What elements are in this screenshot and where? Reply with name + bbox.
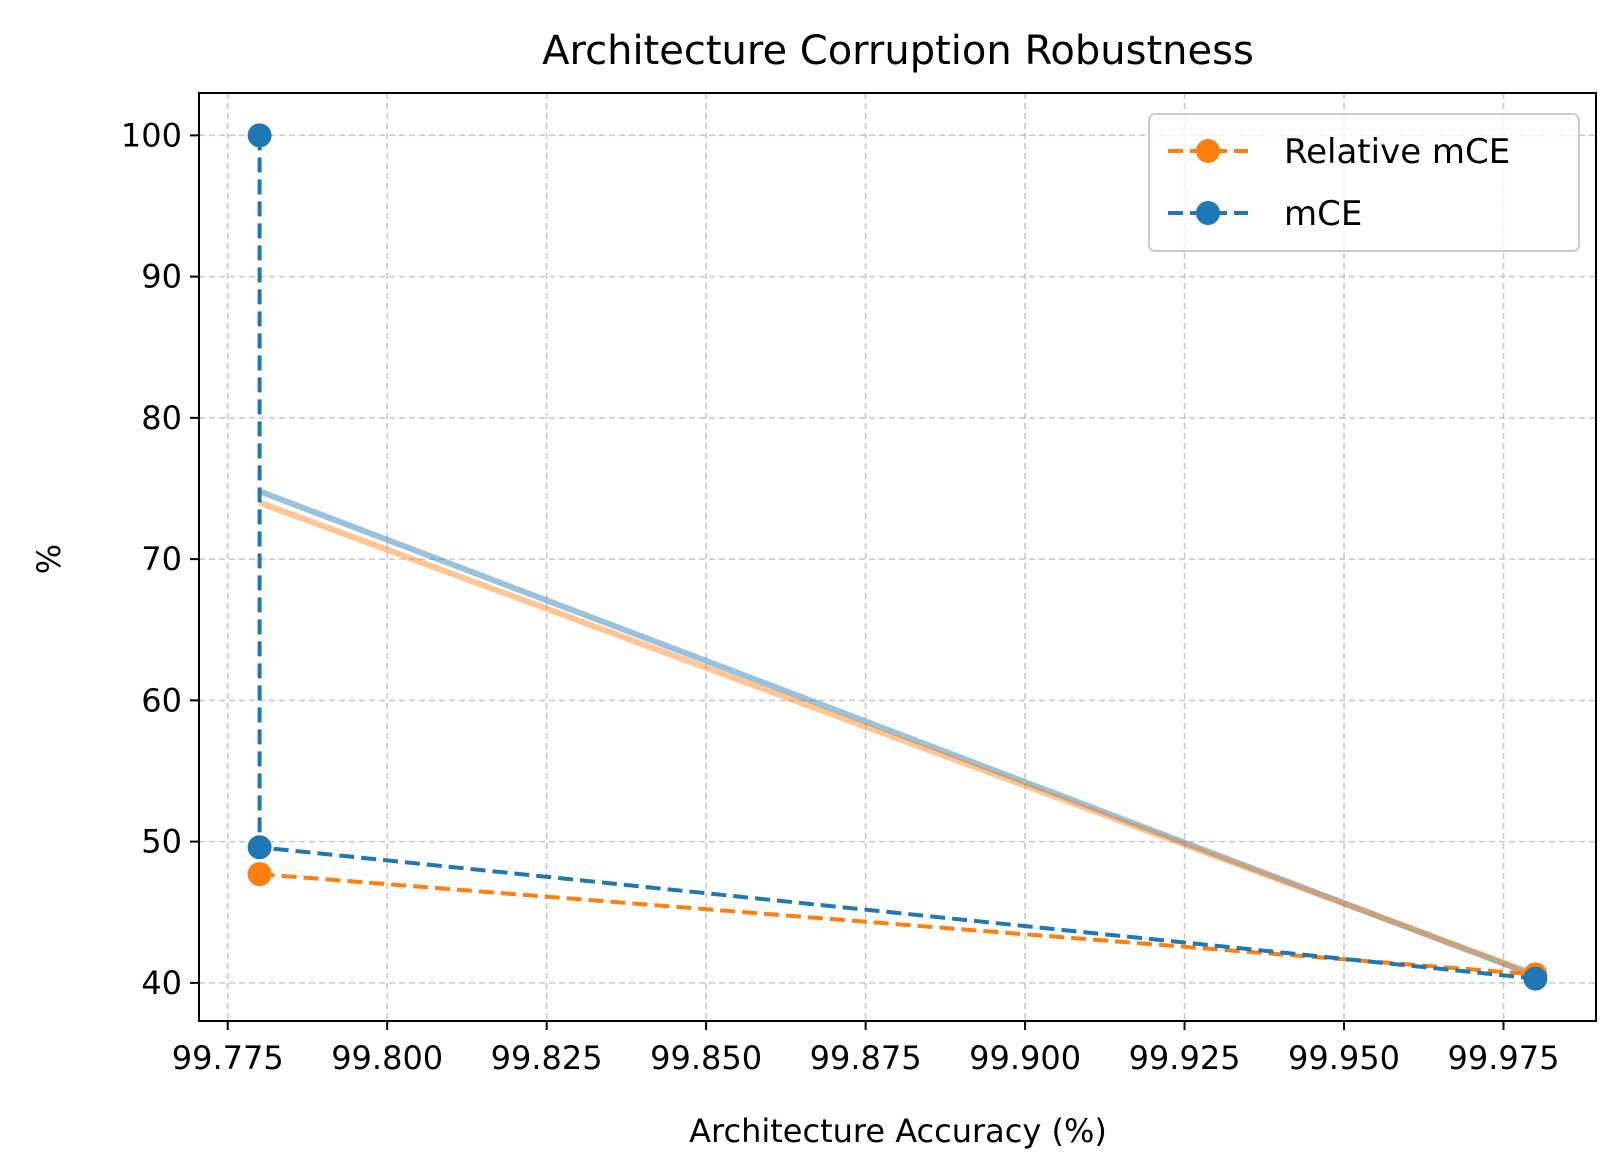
y-tick-label: 40 xyxy=(141,964,182,1002)
y-axis: 40 50 60 70 80 90 100 xyxy=(121,116,199,1002)
x-axis-label: Architecture Accuracy (%) xyxy=(689,1112,1107,1150)
trend-lines xyxy=(258,488,1537,979)
data-point xyxy=(247,862,272,887)
x-tick-label: 99.975 xyxy=(1448,1039,1560,1077)
legend-box xyxy=(1148,113,1580,252)
legend-label: mCE xyxy=(1284,194,1362,234)
x-tick-label: 99.850 xyxy=(650,1039,762,1077)
legend-marker xyxy=(1196,139,1220,163)
y-tick-label: 60 xyxy=(141,681,182,719)
x-tick-label: 99.875 xyxy=(810,1039,922,1077)
data-point xyxy=(1523,966,1548,991)
series-group xyxy=(247,123,1548,991)
y-axis-label: % xyxy=(30,544,68,574)
y-tick-label: 80 xyxy=(141,399,182,437)
y-tick-label: 50 xyxy=(141,823,182,861)
series-line xyxy=(259,872,1536,977)
x-tick-label: 99.925 xyxy=(1129,1039,1241,1077)
chart-title: Architecture Corruption Robustness xyxy=(542,28,1254,74)
plot-frame xyxy=(198,92,1597,1022)
x-tick-label: 99.900 xyxy=(969,1039,1081,1077)
legend-label: Relative mCE xyxy=(1284,132,1510,172)
data-point xyxy=(247,835,272,860)
x-tick-label: 99.775 xyxy=(172,1039,284,1077)
y-tick-label: 90 xyxy=(141,258,182,296)
x-tick-label: 99.800 xyxy=(331,1039,443,1077)
y-tick-label: 70 xyxy=(141,540,182,578)
trend-line xyxy=(258,499,1537,978)
trend-line xyxy=(258,488,1537,979)
legend: Relative mCE mCE xyxy=(1148,113,1580,252)
x-axis: 99.775 99.800 99.825 99.850 99.875 99.900 99.9… xyxy=(172,1021,1560,1077)
legend-marker xyxy=(1196,201,1220,225)
x-tick-label: 99.950 xyxy=(1288,1039,1400,1077)
y-tick-label: 100 xyxy=(121,116,182,154)
x-tick-label: 99.825 xyxy=(491,1039,603,1077)
data-point xyxy=(247,123,272,148)
